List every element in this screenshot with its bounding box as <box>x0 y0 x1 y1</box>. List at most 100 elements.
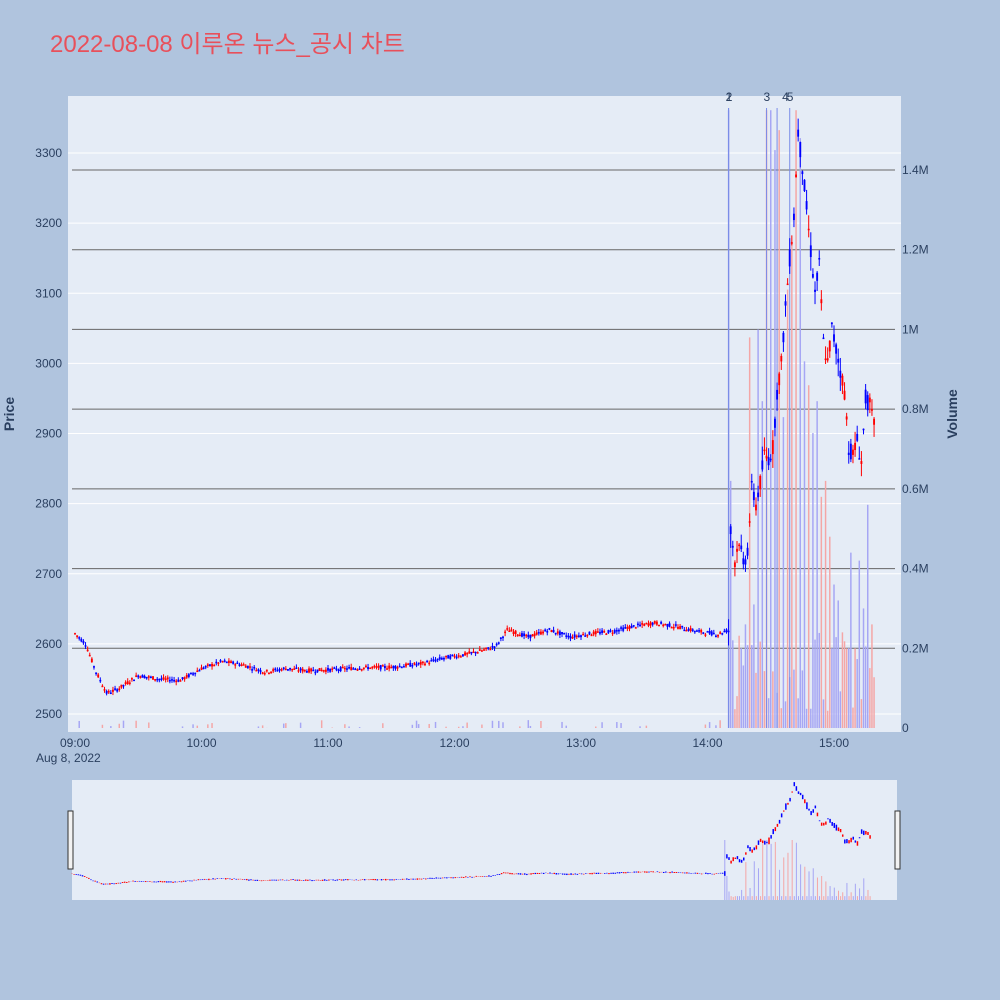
volume-bar <box>831 648 833 728</box>
candle-body <box>693 630 696 633</box>
candle-body <box>139 676 142 678</box>
date-label: Aug 8, 2022 <box>36 751 101 765</box>
candle-body <box>723 630 726 633</box>
volume-bar <box>595 726 597 728</box>
candle-body <box>662 624 665 627</box>
candle-body <box>719 632 722 634</box>
volume-tick-label: 1.2M <box>902 243 929 257</box>
candle-body <box>681 625 684 628</box>
volume-bar <box>793 669 795 728</box>
candle-body <box>740 545 743 550</box>
candle-body <box>668 623 671 627</box>
volume-bar <box>748 337 751 728</box>
slider-volume-bar <box>808 871 810 900</box>
candle-body <box>586 634 589 637</box>
candle-body <box>329 668 332 672</box>
slider-volume-bar <box>835 896 837 900</box>
candle-body <box>786 283 789 286</box>
candle-body <box>453 655 456 658</box>
time-tick-label: 13:00 <box>566 736 596 750</box>
candle-body <box>356 669 359 671</box>
volume-bar <box>299 722 302 728</box>
volume-bar <box>848 648 850 728</box>
candle-body <box>780 355 783 362</box>
candle-body <box>748 521 751 523</box>
volume-bar <box>527 720 530 728</box>
volume-bar <box>491 720 494 728</box>
range-slider[interactable] <box>72 780 897 900</box>
price-tick-label: 2700 <box>35 567 62 581</box>
volume-bar <box>801 670 804 728</box>
candle-body <box>761 460 764 470</box>
candle-body <box>575 635 578 638</box>
candle-body <box>731 545 734 548</box>
slider-volume-bar <box>848 896 850 900</box>
volume-bar <box>285 723 287 728</box>
candle-body <box>346 668 348 670</box>
candle-body <box>280 669 283 671</box>
candle-body <box>809 245 812 258</box>
volume-bar <box>786 289 789 728</box>
candle-body <box>750 480 753 483</box>
candle-body <box>759 475 762 489</box>
candle-body <box>379 665 382 670</box>
candle-body <box>837 358 840 363</box>
candle-body <box>518 634 521 637</box>
volume-bar <box>829 536 831 728</box>
slider-volume-bar <box>783 857 785 900</box>
candle-body <box>255 669 258 672</box>
candle-body <box>489 648 492 651</box>
volume-bar <box>778 130 780 729</box>
volume-bar <box>753 604 755 728</box>
candle-body <box>727 630 730 633</box>
volume-bar <box>782 417 785 728</box>
volume-bar <box>207 724 209 728</box>
candle-body <box>873 418 876 425</box>
volume-bar <box>862 608 865 728</box>
candle-body <box>497 642 500 644</box>
candle-body <box>430 660 433 662</box>
volume-bar <box>736 696 738 728</box>
candle-body <box>196 670 199 673</box>
candle-body <box>548 628 551 630</box>
candle-body <box>249 666 251 668</box>
volume-bar <box>812 433 814 728</box>
candle-body <box>736 548 738 552</box>
candle-body <box>263 672 266 675</box>
slider-volume-bar <box>755 896 757 900</box>
candle-body <box>556 631 559 634</box>
slider-volume-bar <box>774 841 776 900</box>
candle-body <box>440 657 443 660</box>
range-slider-left-handle[interactable] <box>67 810 74 870</box>
candle-body <box>847 452 850 455</box>
slider-volume-bar <box>825 881 827 900</box>
candle-body <box>230 661 232 664</box>
candle-body <box>512 631 515 635</box>
candle-body <box>78 637 81 639</box>
volume-bar <box>358 727 361 728</box>
volume-bar <box>211 723 213 728</box>
price-tick-label: 3200 <box>35 216 62 230</box>
candle-body <box>339 667 342 672</box>
candle-body <box>702 632 705 634</box>
candle-body <box>400 666 403 669</box>
candle-body <box>97 674 100 678</box>
candle-body <box>805 201 808 210</box>
candle-body <box>550 630 553 633</box>
candle-body <box>373 665 376 668</box>
candle-body <box>523 633 526 637</box>
volume-bar <box>826 710 829 728</box>
candle-body <box>788 249 791 267</box>
chart-title: 2022-08-08 이루온 뉴스_공시 차트 <box>50 31 405 58</box>
candle-body <box>765 455 768 459</box>
candle-body <box>84 645 87 647</box>
candle-body <box>103 689 106 691</box>
candle-body <box>774 418 776 428</box>
range-slider-right-handle[interactable] <box>894 810 901 870</box>
candle-body <box>411 665 414 667</box>
volume-bar <box>759 641 761 728</box>
candle-body <box>149 676 152 679</box>
candle-body <box>504 631 507 634</box>
candle-body <box>613 630 616 633</box>
time-tick-label: 10:00 <box>186 736 216 750</box>
